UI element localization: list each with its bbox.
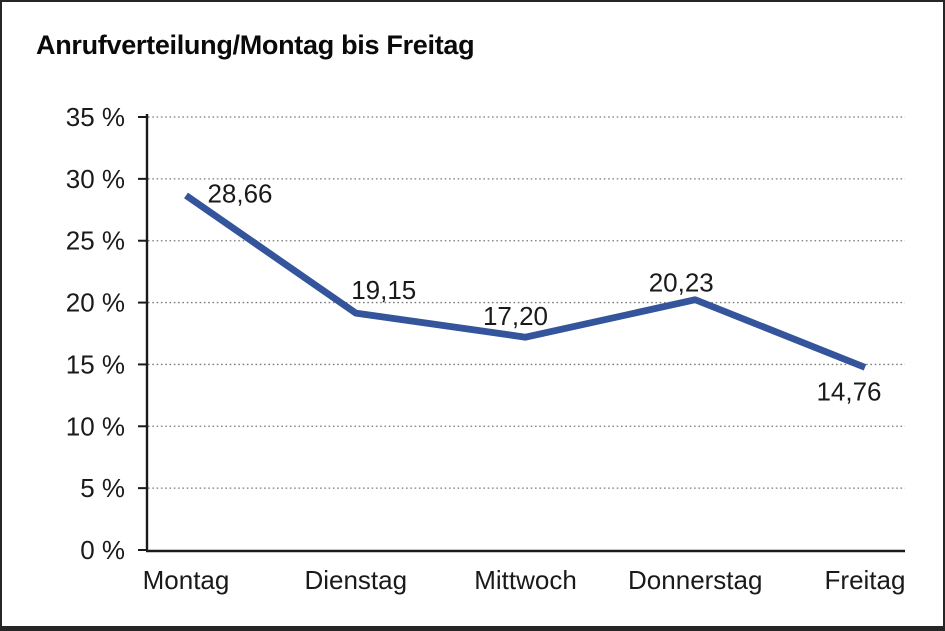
- y-tick-label: 35 %: [66, 102, 125, 132]
- point-value-label: 28,66: [207, 178, 272, 208]
- category-label: Dienstag: [304, 565, 407, 595]
- y-tick-label: 0 %: [80, 535, 125, 565]
- category-label: Mittwoch: [474, 565, 577, 595]
- y-tick-label: 5 %: [80, 473, 125, 503]
- point-value-label: 14,76: [816, 376, 881, 406]
- category-label: Freitag: [825, 565, 906, 595]
- y-tick-label: 20 %: [66, 288, 125, 318]
- data-line-series: [184, 192, 867, 371]
- point-value-label: 19,15: [351, 275, 416, 305]
- y-tick-label: 10 %: [66, 411, 125, 441]
- chart-title: Anrufverteilung/Montag bis Freitag: [36, 30, 475, 60]
- point-value-label: 20,23: [649, 268, 714, 298]
- y-tick-label: 30 %: [66, 164, 125, 194]
- y-tick-label: 25 %: [66, 226, 125, 256]
- y-tick-label: 15 %: [66, 349, 125, 379]
- point-value-label: 17,20: [483, 301, 548, 331]
- category-label: Donnerstag: [628, 565, 762, 595]
- category-label: Montag: [143, 565, 230, 595]
